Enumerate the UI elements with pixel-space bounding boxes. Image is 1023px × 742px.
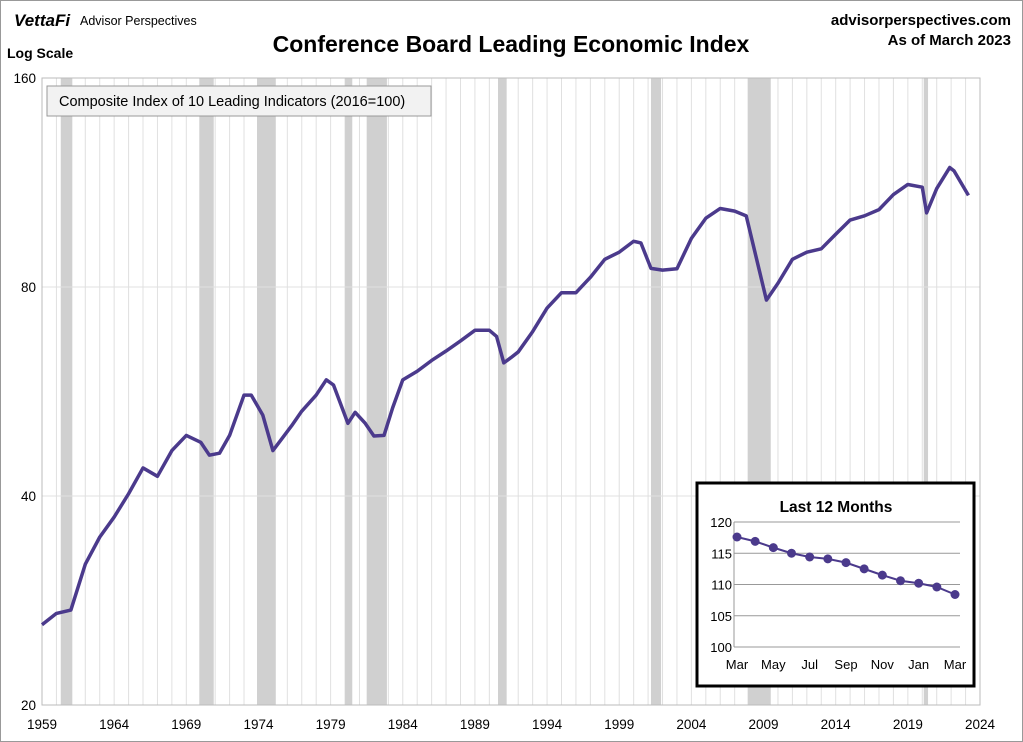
- recession-band: [60, 78, 73, 705]
- x-tick-label: 1994: [532, 717, 563, 732]
- y-tick-label: 40: [21, 489, 36, 504]
- inset-data-point: [877, 570, 887, 580]
- x-tick-label: 1984: [388, 717, 419, 732]
- recession-band: [257, 78, 276, 705]
- y-tick-label: 80: [21, 280, 36, 295]
- inset-data-point: [950, 590, 960, 599]
- recession-band: [923, 78, 929, 705]
- inset-y-tick-label: 115: [711, 546, 732, 561]
- x-tick-label: 2019: [893, 717, 923, 732]
- lei-series-line: [40, 165, 970, 627]
- x-tick-label: 2004: [676, 717, 707, 732]
- inset-y-tick-label: 105: [710, 609, 732, 624]
- legend-label: Composite Index of 10 Leading Indicators…: [59, 94, 405, 110]
- inset-x-tick-label: Mar: [944, 657, 967, 672]
- chart-title: Conference Board Leading Economic Index: [273, 31, 750, 57]
- site-url: advisorperspectives.com: [831, 12, 1011, 29]
- y-tick-label: 160: [13, 71, 36, 86]
- x-tick-label: 1969: [171, 717, 201, 732]
- inset-x-tick-label: Jan: [908, 657, 929, 672]
- vettafi-logo: VettaFi: [14, 11, 71, 30]
- inset-data-point: [859, 564, 869, 574]
- x-tick-label: 1974: [243, 717, 274, 732]
- recession-band: [650, 78, 662, 705]
- inset-x-tick-label: Nov: [871, 657, 895, 672]
- x-tick-label: 1959: [27, 717, 57, 732]
- inset-x-tick-label: May: [761, 657, 786, 672]
- x-tick-label: 1989: [460, 717, 490, 732]
- inset-title: Last 12 Months: [780, 499, 893, 516]
- x-tick-label: 2024: [965, 717, 996, 732]
- recession-band: [366, 78, 387, 705]
- recession-band: [498, 78, 507, 705]
- inset-x-tick-label: Jul: [801, 657, 818, 672]
- scale-note: Log Scale: [7, 45, 73, 61]
- inset-data-point: [823, 554, 833, 564]
- recession-band: [345, 78, 353, 705]
- plot-area: [41, 77, 981, 706]
- inset-data-point: [841, 558, 851, 568]
- inset-data-point: [914, 578, 924, 588]
- brand-name: Advisor Perspectives: [80, 14, 197, 28]
- inset-data-point: [768, 543, 778, 553]
- inset-data-point: [787, 548, 796, 558]
- x-tick-label: 1964: [99, 717, 130, 732]
- recession-band: [199, 78, 214, 705]
- inset-data-point: [805, 552, 815, 562]
- x-tick-label: 2014: [821, 717, 852, 732]
- inset-x-tick-label: Mar: [726, 657, 749, 672]
- legend-box: [46, 85, 432, 117]
- y-tick-label: 20: [21, 698, 36, 713]
- inset-data-point: [896, 576, 905, 586]
- inset-y-tick-label: 100: [710, 640, 732, 655]
- x-tick-label: 2009: [749, 717, 779, 732]
- inset-x-tick-label: Sep: [834, 657, 857, 672]
- inset-y-tick-label: 120: [710, 515, 732, 530]
- x-tick-label: 1979: [316, 717, 346, 732]
- x-tick-label: 1999: [604, 717, 634, 732]
- inset-data-point: [932, 582, 942, 592]
- inset-y-tick-label: 110: [711, 578, 732, 593]
- as-of-date: As of March 2023: [888, 32, 1011, 49]
- inset-data-point: [750, 536, 760, 546]
- inset-data-point: [732, 532, 742, 542]
